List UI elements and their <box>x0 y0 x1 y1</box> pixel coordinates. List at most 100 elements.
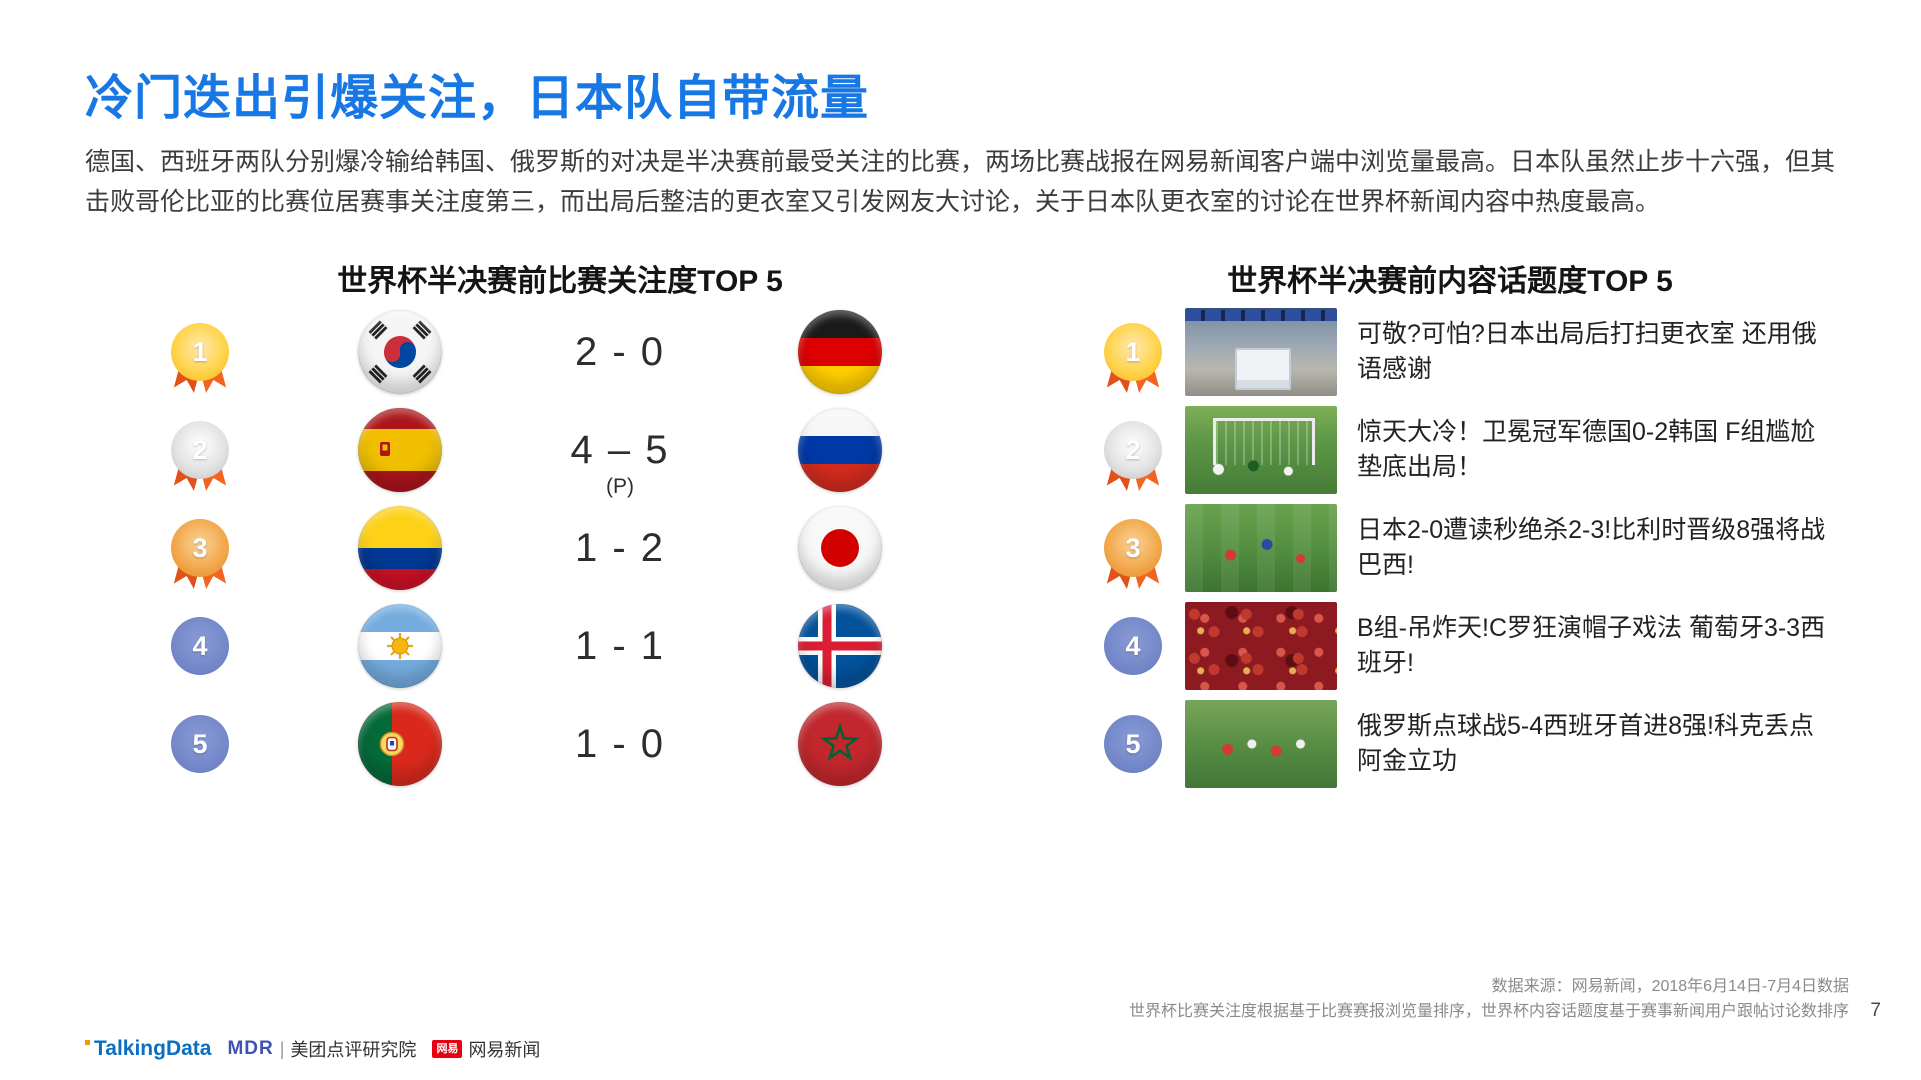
flag-cell <box>710 702 970 786</box>
netease-news-label: 网易新闻 <box>468 1040 541 1060</box>
news-row-1: 1 可敬?可怕?日本出局后打扫更衣室 还用俄语感谢 <box>1095 303 1837 401</box>
match-score: 2 - 0 <box>574 329 666 374</box>
rank-number: 4 <box>1104 617 1162 675</box>
rank-badge: 4 <box>171 617 229 675</box>
germany-flag-icon <box>798 310 882 394</box>
germany-korea-match-photo <box>1185 406 1337 494</box>
japan-flag-icon <box>798 506 882 590</box>
rank-cell: 4 <box>1095 617 1171 675</box>
netease-news-logo: 网易 网易新闻 <box>432 1036 540 1062</box>
footer-logos: TalkingData MDR | 美团点评研究院 网易 网易新闻 <box>85 1036 540 1062</box>
score-cell: 2 - 0 <box>530 330 710 375</box>
page-number: 7 <box>1870 1000 1881 1021</box>
flag-cell <box>270 506 530 590</box>
rank-number: 3 <box>171 519 229 577</box>
news-headline: 俄罗斯点球战5-4西班牙首进8强!科克丢点阿金立功 <box>1357 712 1814 775</box>
score-cell: 1 - 2 <box>530 526 710 571</box>
russia-flag-icon <box>798 408 882 492</box>
flag-cell <box>270 702 530 786</box>
rank-cell: 4 <box>130 617 270 675</box>
match-score: 1 - 0 <box>574 721 666 766</box>
meituan-research-label: 美团点评研究院 <box>290 1040 417 1060</box>
flag-cell <box>270 310 530 394</box>
argentina-flag-icon <box>358 604 442 688</box>
iceland-flag-icon <box>798 604 882 688</box>
flag-cell <box>710 408 970 492</box>
rank-number: 1 <box>171 323 229 381</box>
score-cell: 1 - 1 <box>530 624 710 669</box>
colombia-flag-icon <box>358 506 442 590</box>
match-score: 4 – 5 <box>570 427 670 472</box>
score-note: (P) <box>606 474 634 498</box>
silver-medal-icon: 2 <box>1104 421 1162 479</box>
news-row-3: 3 日本2-0遭读秒绝杀2-3!比利时晋级8强将战巴西! <box>1095 499 1837 597</box>
match-row-5: 5 1 - 0 <box>130 695 970 793</box>
rank-number: 2 <box>171 421 229 479</box>
gold-medal-icon: 1 <box>1104 323 1162 381</box>
right-panel-title: 世界杯半决赛前内容话题度TOP 5 <box>1227 265 1673 298</box>
rank-badge: 5 <box>1104 715 1162 773</box>
match-score: 1 - 1 <box>574 623 666 668</box>
bronze-medal-icon: 3 <box>1104 519 1162 577</box>
news-row-4: 4 B组-吊炸天!C罗狂演帽子戏法 葡萄牙3-3西班牙! <box>1095 597 1837 695</box>
rank-number: 5 <box>1104 715 1162 773</box>
meituan-dianping-logo: MDR | 美团点评研究院 <box>227 1036 416 1062</box>
rank-cell: 5 <box>1095 715 1171 773</box>
rank-cell: 1 <box>130 323 270 381</box>
rank-cell: 2 <box>130 421 270 479</box>
japan-belgium-match-photo <box>1185 504 1337 592</box>
russia-celebration-photo <box>1185 700 1337 788</box>
match-row-1: 1 <box>130 303 970 401</box>
rank-badge: 5 <box>171 715 229 773</box>
source-line-2: 世界杯比赛关注度根据基于比赛赛报浏览量排序，世界杯内容话题度基于赛事新闻用户跟帖… <box>1128 1002 1849 1020</box>
news-headline: 日本2-0遭读秒绝杀2-3!比利时晋级8强将战巴西! <box>1357 516 1826 579</box>
locker-room-photo <box>1185 308 1337 396</box>
netease-badge-icon: 网易 <box>432 1039 463 1059</box>
morocco-flag-icon <box>798 702 882 786</box>
logo-divider: | <box>279 1038 285 1059</box>
flag-cell <box>710 604 970 688</box>
rank-cell: 2 <box>1095 421 1171 479</box>
rank-cell: 1 <box>1095 323 1171 381</box>
score-cell: 4 – 5 (P) <box>530 427 710 498</box>
news-topic-list: 1 可敬?可怕?日本出局后打扫更衣室 还用俄语感谢 2 惊天大冷！卫冕冠军德国0… <box>1095 303 1837 793</box>
match-row-4: 4 1 - 1 <box>130 597 970 695</box>
source-line-1: 数据来源：网易新闻，2018年6月14日-7月4日数据 <box>1491 978 1849 995</box>
news-headline: 惊天大冷！卫冕冠军德国0-2韩国 F组尴尬垫底出局！ <box>1357 418 1816 481</box>
south-korea-flag-icon <box>358 310 442 394</box>
spain-flag-icon <box>358 408 442 492</box>
rank-number: 1 <box>1104 323 1162 381</box>
match-row-3: 3 1 - 2 <box>130 499 970 597</box>
page-title: 冷门迭出引爆关注，日本队自带流量 <box>85 72 870 125</box>
score-cell: 1 - 0 <box>530 722 710 767</box>
rank-badge: 4 <box>1104 617 1162 675</box>
gold-medal-icon: 1 <box>171 323 229 381</box>
match-ranking-list: 1 <box>130 303 970 793</box>
news-headline: B组-吊炸天!C罗狂演帽子戏法 葡萄牙3-3西班牙! <box>1357 614 1826 677</box>
news-row-2: 2 惊天大冷！卫冕冠军德国0-2韩国 F组尴尬垫底出局！ <box>1095 401 1837 499</box>
data-source-note: 数据来源：网易新闻，2018年6月14日-7月4日数据 世界杯比赛关注度根据基于… <box>1129 975 1849 1025</box>
news-row-5: 5 俄罗斯点球战5-4西班牙首进8强!科克丢点阿金立功 <box>1095 695 1837 793</box>
match-score: 1 - 2 <box>574 525 666 570</box>
rank-number: 4 <box>171 617 229 675</box>
flag-cell <box>270 604 530 688</box>
bronze-medal-icon: 3 <box>171 519 229 577</box>
portugal-flag-icon <box>358 702 442 786</box>
news-headline: 可敬?可怕?日本出局后打扫更衣室 还用俄语感谢 <box>1357 320 1817 383</box>
match-row-2: 2 4 – 5 (P) <box>130 401 970 499</box>
rank-cell: 5 <box>130 715 270 773</box>
rank-cell: 3 <box>1095 519 1171 577</box>
rank-number: 2 <box>1104 421 1162 479</box>
mdr-logo-text: MDR <box>227 1038 274 1059</box>
silver-medal-icon: 2 <box>171 421 229 479</box>
talkingdata-logo: TalkingData <box>85 1037 211 1061</box>
rank-number: 5 <box>171 715 229 773</box>
rank-number: 3 <box>1104 519 1162 577</box>
intro-paragraph: 德国、西班牙两队分别爆冷输给韩国、俄罗斯的对决是半决赛前最受关注的比赛，两场比赛… <box>85 148 1836 216</box>
fans-crowd-photo <box>1185 602 1337 690</box>
left-panel-title: 世界杯半决赛前比赛关注度TOP 5 <box>337 265 783 298</box>
flag-cell <box>710 506 970 590</box>
rank-cell: 3 <box>130 519 270 577</box>
flag-cell <box>270 408 530 492</box>
